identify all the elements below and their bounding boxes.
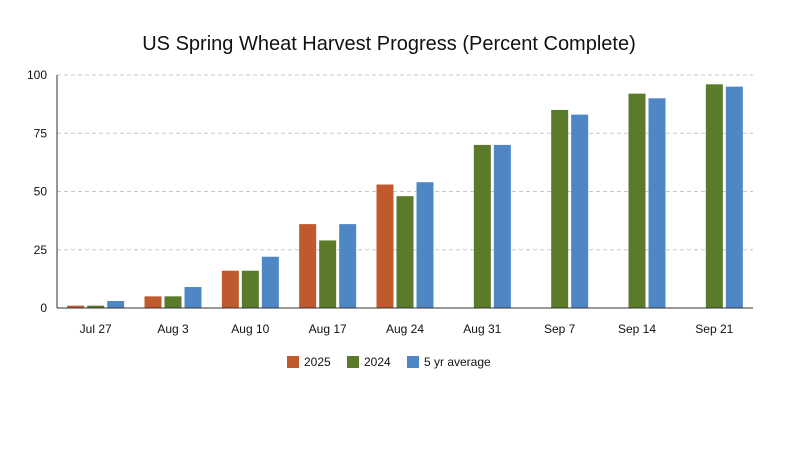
bar (551, 109, 569, 308)
bar (376, 184, 394, 308)
x-tick-label: Sep 7 (544, 322, 576, 336)
y-tick-label: 75 (34, 126, 48, 140)
y-tick-label: 100 (27, 68, 47, 82)
bar (648, 98, 666, 308)
legend-label: 2024 (364, 355, 391, 369)
axes: 0 25 50 75 100 Jul 27 Aug 3 Aug 10 Aug 17 Aug 24 A… (27, 68, 753, 336)
x-tick-label: Aug 31 (463, 322, 501, 336)
bar (396, 196, 414, 308)
bar (144, 296, 162, 308)
bar (473, 144, 491, 308)
y-tick-label: 0 (40, 301, 47, 315)
bar (339, 224, 357, 308)
x-tick-label: Jul 27 (80, 322, 112, 336)
x-tick-label: Sep 21 (695, 322, 733, 336)
x-tick-label: Aug 10 (231, 322, 269, 336)
bar (299, 224, 317, 308)
bar (319, 240, 337, 308)
bar (241, 270, 259, 308)
y-tick-label: 50 (34, 185, 48, 199)
x-tick-label: Aug 3 (157, 322, 189, 336)
grid-lines (57, 74, 753, 251)
x-tick-label: Aug 24 (386, 322, 424, 336)
bars (67, 84, 743, 309)
legend-swatch (347, 356, 359, 368)
bar (628, 93, 646, 308)
bar (87, 305, 105, 308)
x-tick-label: Sep 14 (618, 322, 656, 336)
bar (705, 84, 723, 308)
x-tick-label: Aug 17 (309, 322, 347, 336)
bar (261, 256, 279, 308)
bar (221, 270, 239, 308)
bar (416, 182, 434, 308)
legend-swatch (287, 356, 299, 368)
bar (184, 287, 202, 308)
bar (67, 305, 85, 308)
legend-swatch (407, 356, 419, 368)
bar (107, 301, 125, 308)
legend-label: 2025 (304, 355, 331, 369)
bar (164, 296, 182, 308)
y-tick-label: 25 (34, 243, 48, 257)
bar (571, 114, 589, 308)
bar (493, 144, 511, 308)
bar (725, 86, 743, 309)
chart-title: US Spring Wheat Harvest Progress (Percen… (142, 33, 636, 55)
legend-label: 5 yr average (424, 355, 491, 369)
legend: 2025 2024 5 yr average (287, 355, 491, 369)
